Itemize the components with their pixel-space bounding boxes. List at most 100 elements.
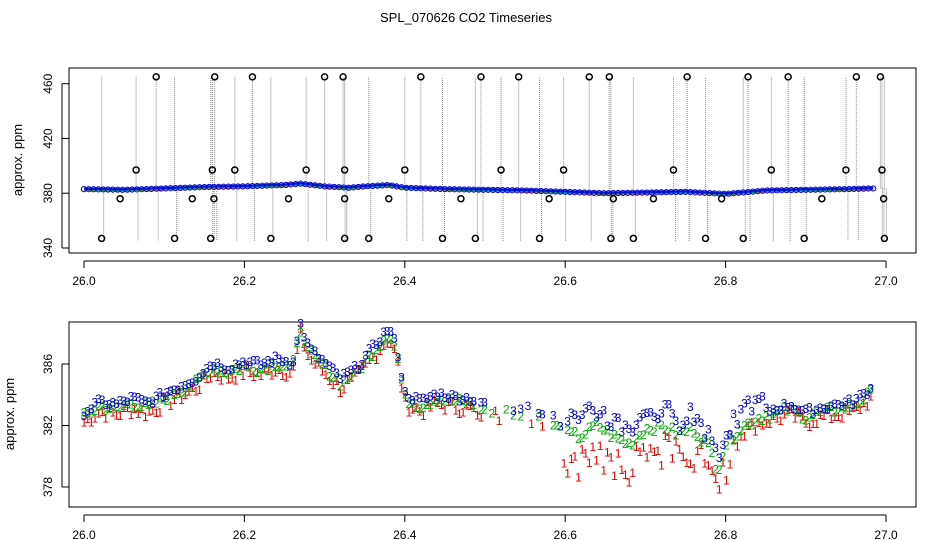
series-1-marker: 1 [142, 410, 149, 424]
series-2-marker: 2 [842, 403, 849, 417]
series-1-marker: 1 [405, 406, 412, 420]
series-1-marker: 1 [478, 411, 485, 425]
series-1-marker: 1 [571, 449, 578, 463]
series-1-marker: 1 [611, 469, 618, 483]
series-3-marker: 3 [568, 406, 575, 420]
series-2-marker: 2 [867, 383, 874, 397]
series-2-marker: 2 [608, 431, 615, 445]
series-1-marker: 1 [561, 457, 568, 471]
series-1-marker: 1 [842, 400, 849, 414]
series-3-marker: 3 [846, 392, 853, 406]
series-2-marker: 2 [756, 411, 763, 425]
series-1-marker: 1 [810, 417, 817, 431]
series-3-marker: 3 [651, 410, 658, 424]
series-2-marker: 2 [189, 379, 196, 393]
outlier-point [457, 194, 465, 203]
series-2-marker: 2 [196, 370, 203, 384]
series-1-marker: 1 [608, 451, 615, 465]
series-3-marker: 3 [597, 408, 604, 422]
series-3-marker: 3 [359, 357, 366, 371]
series-2-marker: 2 [683, 425, 690, 439]
series-3-marker: 3 [373, 338, 380, 352]
series-1-marker: 1 [312, 358, 319, 372]
series-1-marker: 1 [824, 403, 831, 417]
series-2-marker: 2 [203, 366, 210, 380]
series-2-marker: 2 [153, 397, 160, 411]
series-1-marker: 1 [174, 384, 181, 398]
series-3-marker: 3 [824, 402, 831, 416]
outlier-point [739, 234, 747, 243]
series-3-marker: 3 [391, 331, 398, 345]
series-3-marker: 3 [590, 404, 597, 418]
series-1-marker: 1 [369, 350, 376, 364]
series-3-marker: 3 [575, 413, 582, 427]
series-1-marker: 1 [644, 450, 651, 464]
series-1-marker: 1 [629, 466, 636, 480]
series-1-marker: 1 [272, 366, 279, 380]
top-series-lines [80, 180, 877, 197]
series-3-marker: 3 [319, 353, 326, 367]
series-2-marker: 2 [142, 396, 149, 410]
series-2-marker: 2 [229, 364, 236, 378]
x-tick-label: 26.8 [714, 528, 738, 540]
outlier-point [818, 194, 826, 203]
series-2-marker: 2 [265, 364, 272, 378]
outlier-point [878, 166, 886, 174]
outlier-point [438, 234, 447, 243]
series-2-marker: 2 [167, 385, 174, 399]
series-3-marker: 3 [247, 355, 254, 369]
series-3-marker: 3 [193, 374, 200, 388]
series-1-marker: 1 [680, 450, 687, 464]
series-3-marker: 3 [745, 393, 752, 407]
series-3-marker: 3 [842, 395, 849, 409]
series-3-marker: 3 [200, 367, 207, 381]
series-3-marker: 3 [629, 426, 636, 440]
series-3-marker: 3 [615, 411, 622, 425]
series-1-marker: 1 [182, 388, 189, 402]
series-2-marker: 2 [424, 398, 431, 412]
series-2-marker: 2 [629, 438, 636, 452]
series-3-marker: 3 [409, 393, 416, 407]
x-tick-label: 26.0 [72, 274, 96, 288]
series-2-marker: 2 [579, 431, 586, 445]
y-tick-label: 460 [41, 73, 55, 93]
x-tick-label: 26.2 [233, 528, 257, 540]
outlier-point [248, 73, 257, 81]
series-2-marker: 2 [615, 432, 622, 446]
series-2-marker: 2 [355, 362, 362, 376]
series-2-marker: 2 [290, 353, 297, 367]
series-3-marker: 3 [626, 422, 633, 436]
series-1-marker: 1 [153, 406, 160, 420]
series-1-marker: 1 [355, 363, 362, 377]
series-1-marker: 1 [640, 441, 647, 455]
series-2-marker: 2 [835, 405, 842, 419]
series-2-marker: 2 [673, 428, 680, 442]
series-3-marker: 3 [297, 316, 304, 330]
series-2-marker: 2 [286, 358, 293, 372]
series-3-marker: 3 [276, 352, 283, 366]
series-3-marker: 3 [759, 390, 766, 404]
series-3-marker: 3 [709, 434, 716, 448]
series-2-marker: 2 [395, 352, 402, 366]
series-2-marker: 2 [784, 405, 791, 419]
series-3-marker: 3 [185, 377, 192, 391]
series-1-marker: 1 [539, 420, 546, 434]
series-2-marker: 2 [799, 413, 806, 427]
series-2-marker: 2 [366, 348, 373, 362]
series-3-marker: 3 [535, 406, 542, 420]
series-2-marker: 2 [261, 361, 268, 375]
series-3-marker: 3 [860, 386, 867, 400]
series-3-marker: 3 [395, 351, 402, 365]
series-3-marker: 3 [434, 390, 441, 404]
series-2-marker: 2 [146, 398, 153, 412]
series-3-marker: 3 [341, 366, 348, 380]
series-2-marker: 2 [337, 380, 344, 394]
series-2-marker: 2 [730, 434, 737, 448]
series-3-marker: 3 [348, 363, 355, 377]
series-2-marker: 2 [322, 358, 329, 372]
series-3-marker: 3 [286, 359, 293, 373]
series-2-marker: 2 [351, 363, 358, 377]
series-1-marker: 1 [247, 366, 254, 380]
series-1-marker: 1 [691, 461, 698, 475]
series-1-marker: 1 [528, 417, 535, 431]
